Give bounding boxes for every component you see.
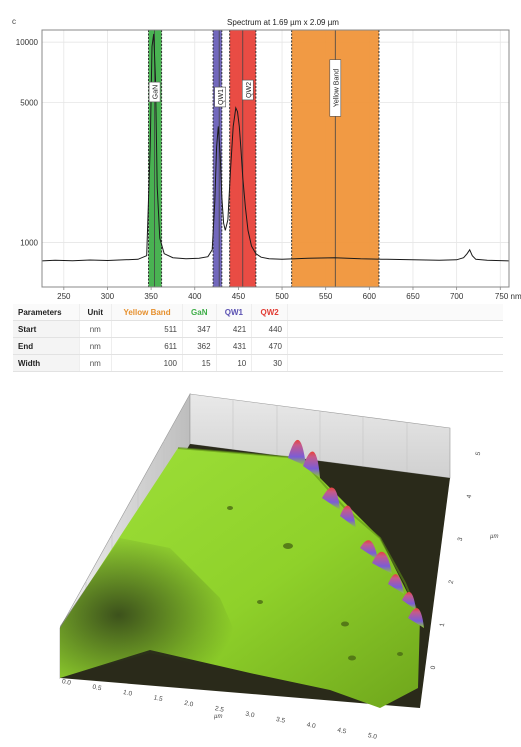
- surface-x-tick-label: 3.0: [245, 711, 256, 720]
- parameters-value-cell: 431: [216, 337, 253, 355]
- parameters-header-cell: Unit: [79, 304, 113, 321]
- x-tick-labels: 250 300 350 400 450 500 550 600 650 700 750 nm: [57, 287, 521, 300]
- parameters-value-cell: 10: [216, 354, 253, 372]
- parameters-row-label: Start: [13, 320, 80, 338]
- surface-x-axis-label: µm: [214, 714, 222, 720]
- surface-ridge-edge: [177, 447, 421, 619]
- band-label-box: [241, 79, 254, 101]
- surface-y-tick-label: 1: [439, 622, 447, 627]
- parameters-header-cell: QW1: [216, 304, 253, 321]
- band-label: GaN: [148, 81, 161, 103]
- band-label: Yellow Band: [329, 59, 342, 117]
- surface-x-tick-label: 3.5: [275, 716, 286, 725]
- surface-shadow-region: [60, 538, 255, 678]
- surface-y-tick-label: 4: [466, 494, 474, 499]
- parameters-value-cell: 362: [182, 337, 217, 355]
- band-region: [213, 30, 222, 287]
- parameters-header-cell: Yellow Band: [111, 304, 184, 321]
- parameters-body: Start nm 511 347 421 440 End nm 611 362 431 470 Widt…: [13, 320, 503, 372]
- surface-x-tick-label: 1.0: [122, 689, 133, 698]
- surface-x-tick-label: 4.0: [306, 721, 317, 730]
- parameters-row-label: End: [13, 337, 80, 355]
- surface-y-tick-label: 2: [448, 579, 456, 584]
- y-tick-label: 5000: [20, 98, 38, 107]
- parameters-row-filler: [287, 337, 503, 355]
- parameters-row-filler: [287, 320, 503, 338]
- surface-x-tick-label: 0.0: [61, 678, 72, 687]
- parameters-header-cell: GaN: [182, 304, 217, 321]
- parameters-value-cell: 347: [182, 320, 217, 338]
- surface-x-tick-label: 0.5: [92, 684, 103, 693]
- x-tick-label: 700: [450, 292, 464, 300]
- surface-x-tick-label: 4.5: [337, 727, 348, 736]
- band-label-text: GaN: [153, 85, 160, 99]
- plot-frame: [41, 29, 510, 288]
- parameters-value-cell: 511: [111, 320, 184, 338]
- parameters-value-cell: 100: [111, 354, 184, 372]
- band-label: QW1: [214, 86, 226, 108]
- parameters-unit-cell: nm: [79, 320, 113, 338]
- x-tick-label: 650: [406, 292, 420, 300]
- surface-y-tick-labels: 0 1 2 3 4 5: [430, 451, 483, 670]
- surface-3d-plot: 0.0 0.5 1.0 1.5 2.0 2.5 3.0 3.5 4.0 4.5 5.0 0 1 2 3 4 5…: [59, 392, 498, 741]
- surface-y-axis-label: µm: [490, 534, 498, 540]
- parameters-value-cell: 440: [251, 320, 288, 338]
- parameters-value-cell: 30: [251, 354, 288, 372]
- chart-background: [0, 0, 521, 300]
- spectrum-chart: c Spectrum at 1.69 µm x 2.09 µm GaN QW1 QW…: [0, 0, 521, 300]
- parameters-header-filler: [287, 304, 503, 321]
- surface-y-tick-label: 3: [457, 536, 465, 541]
- band-label-text: Yellow Band: [333, 69, 340, 107]
- parameters-unit-cell: nm: [79, 354, 113, 372]
- x-tick-label: 250: [57, 292, 71, 300]
- parameters-row: End nm 611 362 431 470: [13, 337, 503, 355]
- parameters-header-cell: QW2: [251, 304, 288, 321]
- x-tick-label: 300: [101, 292, 115, 300]
- x-tick-label: 500: [275, 292, 289, 300]
- parameters-value-cell: 611: [111, 337, 184, 355]
- x-tick-label: 450: [232, 292, 246, 300]
- surface-x-tick-labels: 0.0 0.5 1.0 1.5 2.0 2.5 3.0 3.5 4.0 4.5 5.0: [61, 678, 378, 741]
- parameters-header-cell: Parameters: [13, 304, 80, 321]
- parameters-value-cell: 421: [216, 320, 253, 338]
- band-label: QW2: [241, 79, 254, 101]
- x-tick-label: 350: [144, 292, 158, 300]
- band-label-text: QW2: [246, 82, 253, 98]
- parameters-row-label: Width: [13, 354, 80, 372]
- surface-y-tick-label: 0: [430, 665, 438, 670]
- spectrum-line: [41, 33, 510, 262]
- band-label-box: [148, 81, 161, 103]
- band-label-layer: GaN QW1 QW2 Yellow Band: [148, 59, 342, 117]
- parameters-row: Width nm 100 15 10 30: [13, 354, 503, 372]
- parameters-unit-cell: nm: [79, 337, 113, 355]
- y-tick-labels: 1000 5000 10000: [16, 38, 39, 247]
- x-tick-label: 750 nm: [495, 292, 521, 300]
- x-tick-label: 550: [319, 292, 333, 300]
- parameters-row: Start nm 511 347 421 440: [13, 320, 503, 338]
- surface-x-tick-label: 2.0: [184, 700, 195, 709]
- surface-x-tick-label: 5.0: [367, 732, 378, 741]
- parameters-table: Parameters Unit Yellow Band GaN QW1 QW2 Start…: [13, 304, 503, 372]
- chart-corner-label: c: [12, 17, 16, 26]
- band-label-box: [329, 59, 342, 117]
- parameters-value-cell: 15: [182, 354, 217, 372]
- x-tick-label: 400: [188, 292, 202, 300]
- parameters-row-filler: [287, 354, 503, 372]
- line-layer: [41, 33, 510, 262]
- parameters-value-cell: 470: [251, 337, 288, 355]
- surface-peaks: [288, 439, 424, 628]
- chart-title: Spectrum at 1.69 µm x 2.09 µm: [227, 18, 339, 27]
- x-tick-label: 600: [363, 292, 377, 300]
- surface-x-tick-label: 1.5: [153, 694, 164, 703]
- surface-pits: [227, 506, 403, 661]
- y-tick-label: 1000: [20, 239, 38, 248]
- surface-x-tick-label: 2.5: [214, 705, 225, 714]
- surface-y-tick-label: 5: [475, 451, 483, 456]
- band-label-box: [214, 86, 226, 108]
- parameters-header-row: Parameters Unit Yellow Band GaN QW1 QW2: [13, 304, 503, 321]
- y-tick-label: 10000: [16, 38, 39, 47]
- band-label-text: QW1: [218, 89, 225, 105]
